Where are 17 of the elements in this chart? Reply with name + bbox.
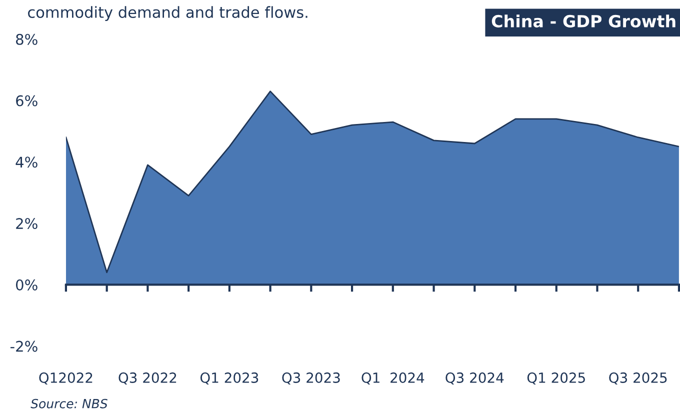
y-tick-label: 6% [16,95,38,106]
x-tick-label: Q3 2024 [446,372,504,385]
x-tick-label: Q12022 [39,372,92,385]
source-note: Source: NBS [30,398,108,408]
chart-subtitle: commodity demand and trade flows. [28,6,308,21]
y-tick-label: -2% [10,340,38,352]
y-tick-label: 8% [16,34,38,45]
x-tick-label: Q3 2025 [609,372,667,385]
x-tick-label: Q1 2024 [362,372,424,385]
x-tick-label: Q3 2022 [118,372,176,385]
x-tick-label: Q1 2023 [200,372,258,385]
chart-title: China - GDP Growth [492,14,676,28]
x-tick-label: Q3 2023 [282,372,340,385]
y-tick-label: 2% [16,218,38,230]
y-tick-label: 4% [16,156,38,168]
y-tick-label: 0% [16,279,38,290]
x-tick-label: Q1 2025 [527,372,585,385]
